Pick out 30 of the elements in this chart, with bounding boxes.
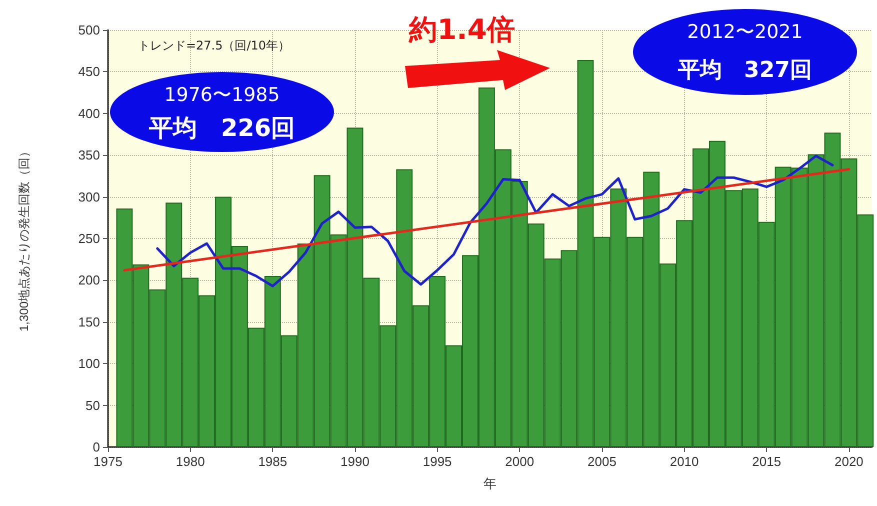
y-tick-label: 400: [78, 106, 100, 121]
y-tick-label: 250: [78, 231, 100, 246]
annotation: 2012〜2021: [687, 20, 803, 45]
x-tick-label: 2010: [670, 454, 699, 469]
annotation: 平均 327回: [678, 57, 812, 85]
x-tick-label: 2005: [588, 454, 616, 469]
annotation: 平均 226回: [148, 113, 296, 144]
x-tick-label: 2020: [834, 454, 864, 469]
y-tick-label: 500: [78, 22, 100, 38]
x-axis-title: 年: [484, 476, 496, 491]
y-tick-label: 350: [78, 148, 100, 163]
x-tick-label: 1975: [94, 454, 122, 469]
y-axis-title: 1,300地点あたりの発生回数（回）: [17, 145, 31, 332]
y-tick-label: 150: [78, 314, 100, 330]
x-tick-label: 1990: [340, 454, 370, 469]
y-tick-label: 100: [78, 356, 100, 372]
y-tick-label: 300: [78, 189, 100, 204]
y-tick-label: 200: [78, 272, 100, 288]
x-tick-label: 1985: [258, 454, 288, 469]
line-series: [156, 154, 834, 288]
x-tick-label: 1980: [176, 454, 205, 469]
y-tick-label: 50: [86, 398, 100, 413]
y-tick-label: 0: [92, 440, 100, 454]
annotation: トレンド=27.5（回/10年）: [138, 38, 290, 54]
y-tick-label: 450: [78, 64, 100, 80]
x-tick-label: 1995: [422, 454, 452, 469]
x-tick-label: 2015: [752, 454, 782, 469]
x-tick-label: 2000: [505, 454, 534, 469]
annotation: 約1.4倍: [409, 12, 515, 48]
annotation: 1976〜1985: [164, 83, 280, 108]
